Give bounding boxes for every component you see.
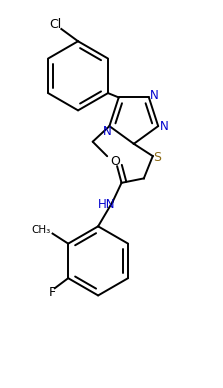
Text: N: N (103, 125, 112, 137)
Text: CH₃: CH₃ (31, 225, 51, 235)
Text: N: N (159, 120, 168, 133)
Text: HN: HN (98, 197, 115, 211)
Text: Cl: Cl (50, 19, 62, 31)
Text: O: O (110, 155, 120, 168)
Text: S: S (153, 151, 161, 164)
Text: N: N (150, 89, 159, 102)
Text: F: F (49, 286, 56, 299)
